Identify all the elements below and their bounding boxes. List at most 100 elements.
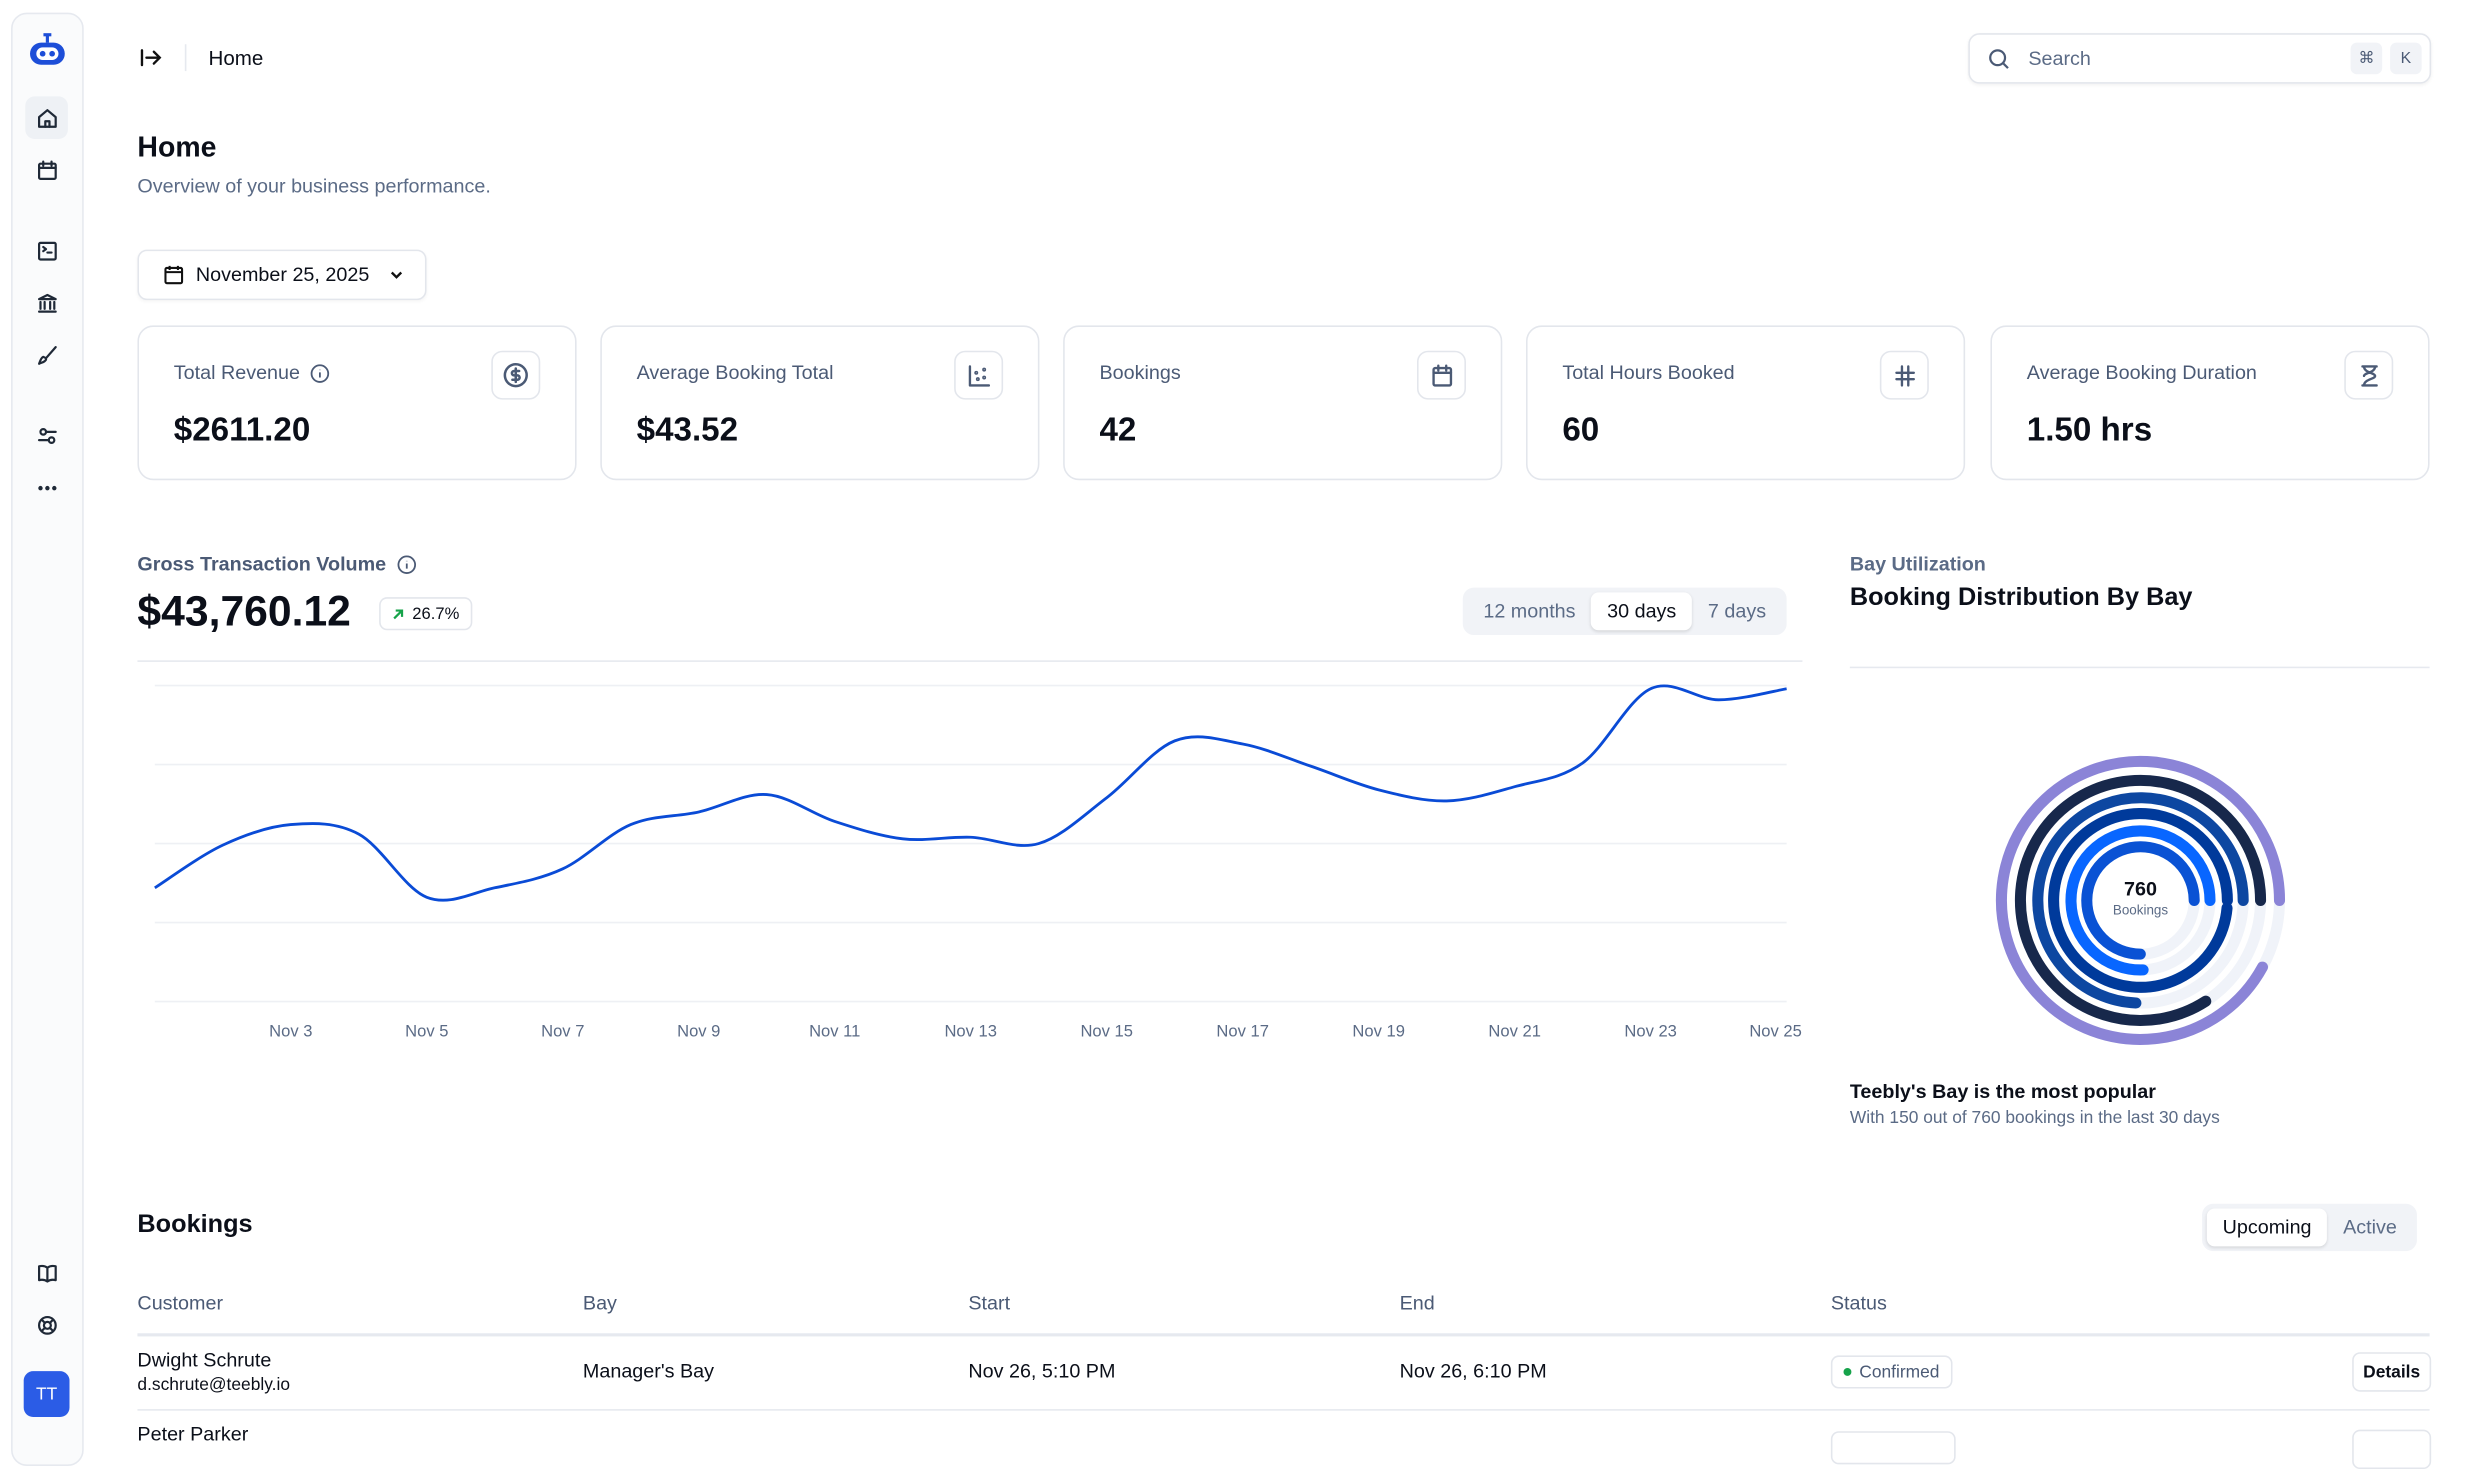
kpi-value: 42: [1099, 412, 1137, 449]
divider: [137, 660, 1803, 662]
nav-calendar[interactable]: [25, 148, 68, 191]
date-picker-button[interactable]: November 25, 2025: [137, 249, 427, 301]
gtv-line-chart: Nov 3 Nov 5 Nov 7 Nov 9 Nov 11 Nov 13 Nov 15 No…: [154, 684, 1802, 1040]
x-tick-label: Nov 15: [1080, 1021, 1133, 1040]
robot-logo-icon[interactable]: [25, 30, 69, 74]
shortcut-cmd-key: ⌘: [2350, 42, 2383, 75]
page-subtitle: Overview of your business performance.: [137, 175, 491, 198]
gtv-series-line: [154, 684, 1787, 902]
bay-detail: With 150 out of 760 bookings in the last…: [1849, 1108, 2220, 1128]
column-header-customer[interactable]: Customer: [137, 1292, 224, 1315]
kpi-label: Total Revenue: [173, 361, 301, 384]
calendar-icon: [37, 159, 57, 180]
more-dots-icon: [37, 485, 56, 490]
x-tick-label: Nov 7: [541, 1021, 584, 1040]
sliders-icon: [37, 427, 57, 444]
radial-total-label: Bookings: [2112, 902, 2169, 918]
x-tick-label: Nov 9: [677, 1021, 720, 1040]
x-tick-label: Nov 5: [405, 1021, 448, 1040]
range-30-days[interactable]: 30 days: [1591, 592, 1693, 631]
customer-name: Dwight Schrute: [137, 1349, 272, 1372]
x-tick-label: Nov 3: [269, 1021, 312, 1040]
lifebuoy-icon: [37, 1315, 57, 1334]
user-avatar[interactable]: TT: [23, 1371, 70, 1417]
bay-eyebrow: Bay Utilization: [1849, 552, 1986, 576]
customer-name: Peter Parker: [137, 1423, 249, 1446]
radial-bar[interactable]: [2014, 774, 2267, 1026]
search-input[interactable]: Search ⌘ K: [1968, 33, 2432, 84]
nav-support[interactable]: [25, 1303, 68, 1346]
radial-bar[interactable]: [1996, 755, 2286, 1045]
page-title: Home: [137, 131, 217, 163]
tab-upcoming[interactable]: Upcoming: [2206, 1208, 2328, 1247]
x-tick-label: Nov 11: [809, 1021, 860, 1040]
arrow-up-right-icon: [393, 608, 404, 619]
home-icon: [37, 108, 57, 128]
status-badge: [1830, 1431, 1956, 1465]
radial-bar[interactable]: [2065, 825, 2216, 976]
selected-date: November 25, 2025: [195, 263, 370, 286]
dollar-circle-icon: [503, 363, 528, 388]
sidebar: [11, 12, 84, 1466]
info-icon[interactable]: [397, 554, 418, 575]
tab-active[interactable]: Active: [2343, 1216, 2397, 1239]
row-divider: [137, 1409, 2430, 1411]
x-tick-label: Nov 13: [944, 1021, 997, 1040]
bookings-title: Bookings: [137, 1211, 253, 1239]
kpi-card-bookings: Bookings 42: [1063, 325, 1503, 481]
nav-home[interactable]: [25, 96, 68, 140]
radial-bar[interactable]: [2048, 808, 2233, 993]
terminal-icon: [37, 240, 57, 260]
calendar-icon: [1431, 363, 1452, 386]
expand-sidebar-icon: [140, 49, 162, 67]
gtv-value: $43,760.12: [137, 587, 351, 636]
shortcut-k-key: K: [2390, 42, 2422, 75]
nav-bank[interactable]: [25, 281, 68, 324]
customer-email: d.schrute@teebly.io: [137, 1375, 290, 1395]
nav-more[interactable]: [25, 466, 68, 509]
range-7-days[interactable]: 7 days: [1707, 600, 1767, 623]
radial-bar[interactable]: [2081, 841, 2200, 960]
range-12-months[interactable]: 12 months: [1483, 600, 1576, 623]
gtv-label: Gross Transaction Volume: [137, 552, 387, 576]
gtv-change-value: 26.7%: [412, 604, 460, 624]
book-icon: [37, 1264, 57, 1282]
column-header-end[interactable]: End: [1399, 1292, 1435, 1315]
details-button[interactable]: [2352, 1429, 2432, 1469]
nav-terminal[interactable]: [25, 229, 68, 272]
info-icon[interactable]: [309, 363, 330, 384]
kpi-label: Average Booking Total: [636, 361, 834, 384]
range-segmented-control: 12 months 30 days 7 days: [1462, 587, 1787, 636]
column-header-start[interactable]: Start: [968, 1292, 1011, 1315]
nav-docs[interactable]: [25, 1251, 68, 1294]
scatter-chart-icon: [967, 364, 990, 386]
kpi-value: 1.50 hrs: [2026, 412, 2153, 449]
breadcrumb[interactable]: Home: [208, 45, 264, 70]
nav-brush[interactable]: [25, 333, 68, 376]
x-tick-label: Nov 25: [1749, 1021, 1802, 1040]
radial-total: 760: [2124, 878, 2157, 901]
kpi-value: 60: [1562, 412, 1600, 449]
column-header-bay[interactable]: Bay: [582, 1292, 617, 1315]
end-time: Nov 26, 6:10 PM: [1399, 1360, 1547, 1383]
sidebar-toggle-button[interactable]: [139, 46, 163, 78]
hourglass-icon: [2360, 364, 2378, 386]
hash-icon: [1894, 364, 1915, 386]
divider: [184, 44, 187, 72]
bay-title: Booking Distribution By Bay: [1849, 584, 2193, 612]
kpi-card-average-booking-total: Average Booking Total $43.52: [600, 325, 1040, 481]
nav-settings[interactable]: [25, 414, 68, 457]
details-button[interactable]: Details: [2352, 1352, 2432, 1392]
kpi-card-average-booking-duration: Average Booking Duration 1.50 hrs: [1990, 325, 2430, 481]
status-text: Confirmed: [1859, 1362, 1940, 1382]
column-header-status[interactable]: Status: [1830, 1292, 1887, 1315]
gtv-change-badge: 26.7%: [379, 597, 472, 631]
x-tick-label: Nov 21: [1488, 1021, 1541, 1040]
x-tick-label: Nov 19: [1352, 1021, 1405, 1040]
kpi-card-total-revenue: Total Revenue $2611.20: [137, 325, 577, 481]
radial-bar[interactable]: [2032, 792, 2249, 1009]
kpi-value: $2611.20: [173, 412, 311, 449]
kpi-card-total-hours-booked: Total Hours Booked 60: [1525, 325, 1966, 481]
bay-name: Manager's Bay: [582, 1360, 714, 1383]
bay-headline: Teebly's Bay is the most popular: [1849, 1080, 2156, 1103]
